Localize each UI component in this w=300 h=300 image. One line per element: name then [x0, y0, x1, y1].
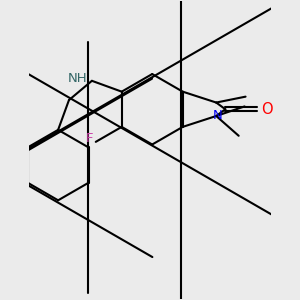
Text: NH: NH: [68, 72, 88, 85]
Text: O: O: [262, 102, 273, 117]
Text: F: F: [86, 132, 94, 145]
Text: N: N: [212, 109, 222, 122]
